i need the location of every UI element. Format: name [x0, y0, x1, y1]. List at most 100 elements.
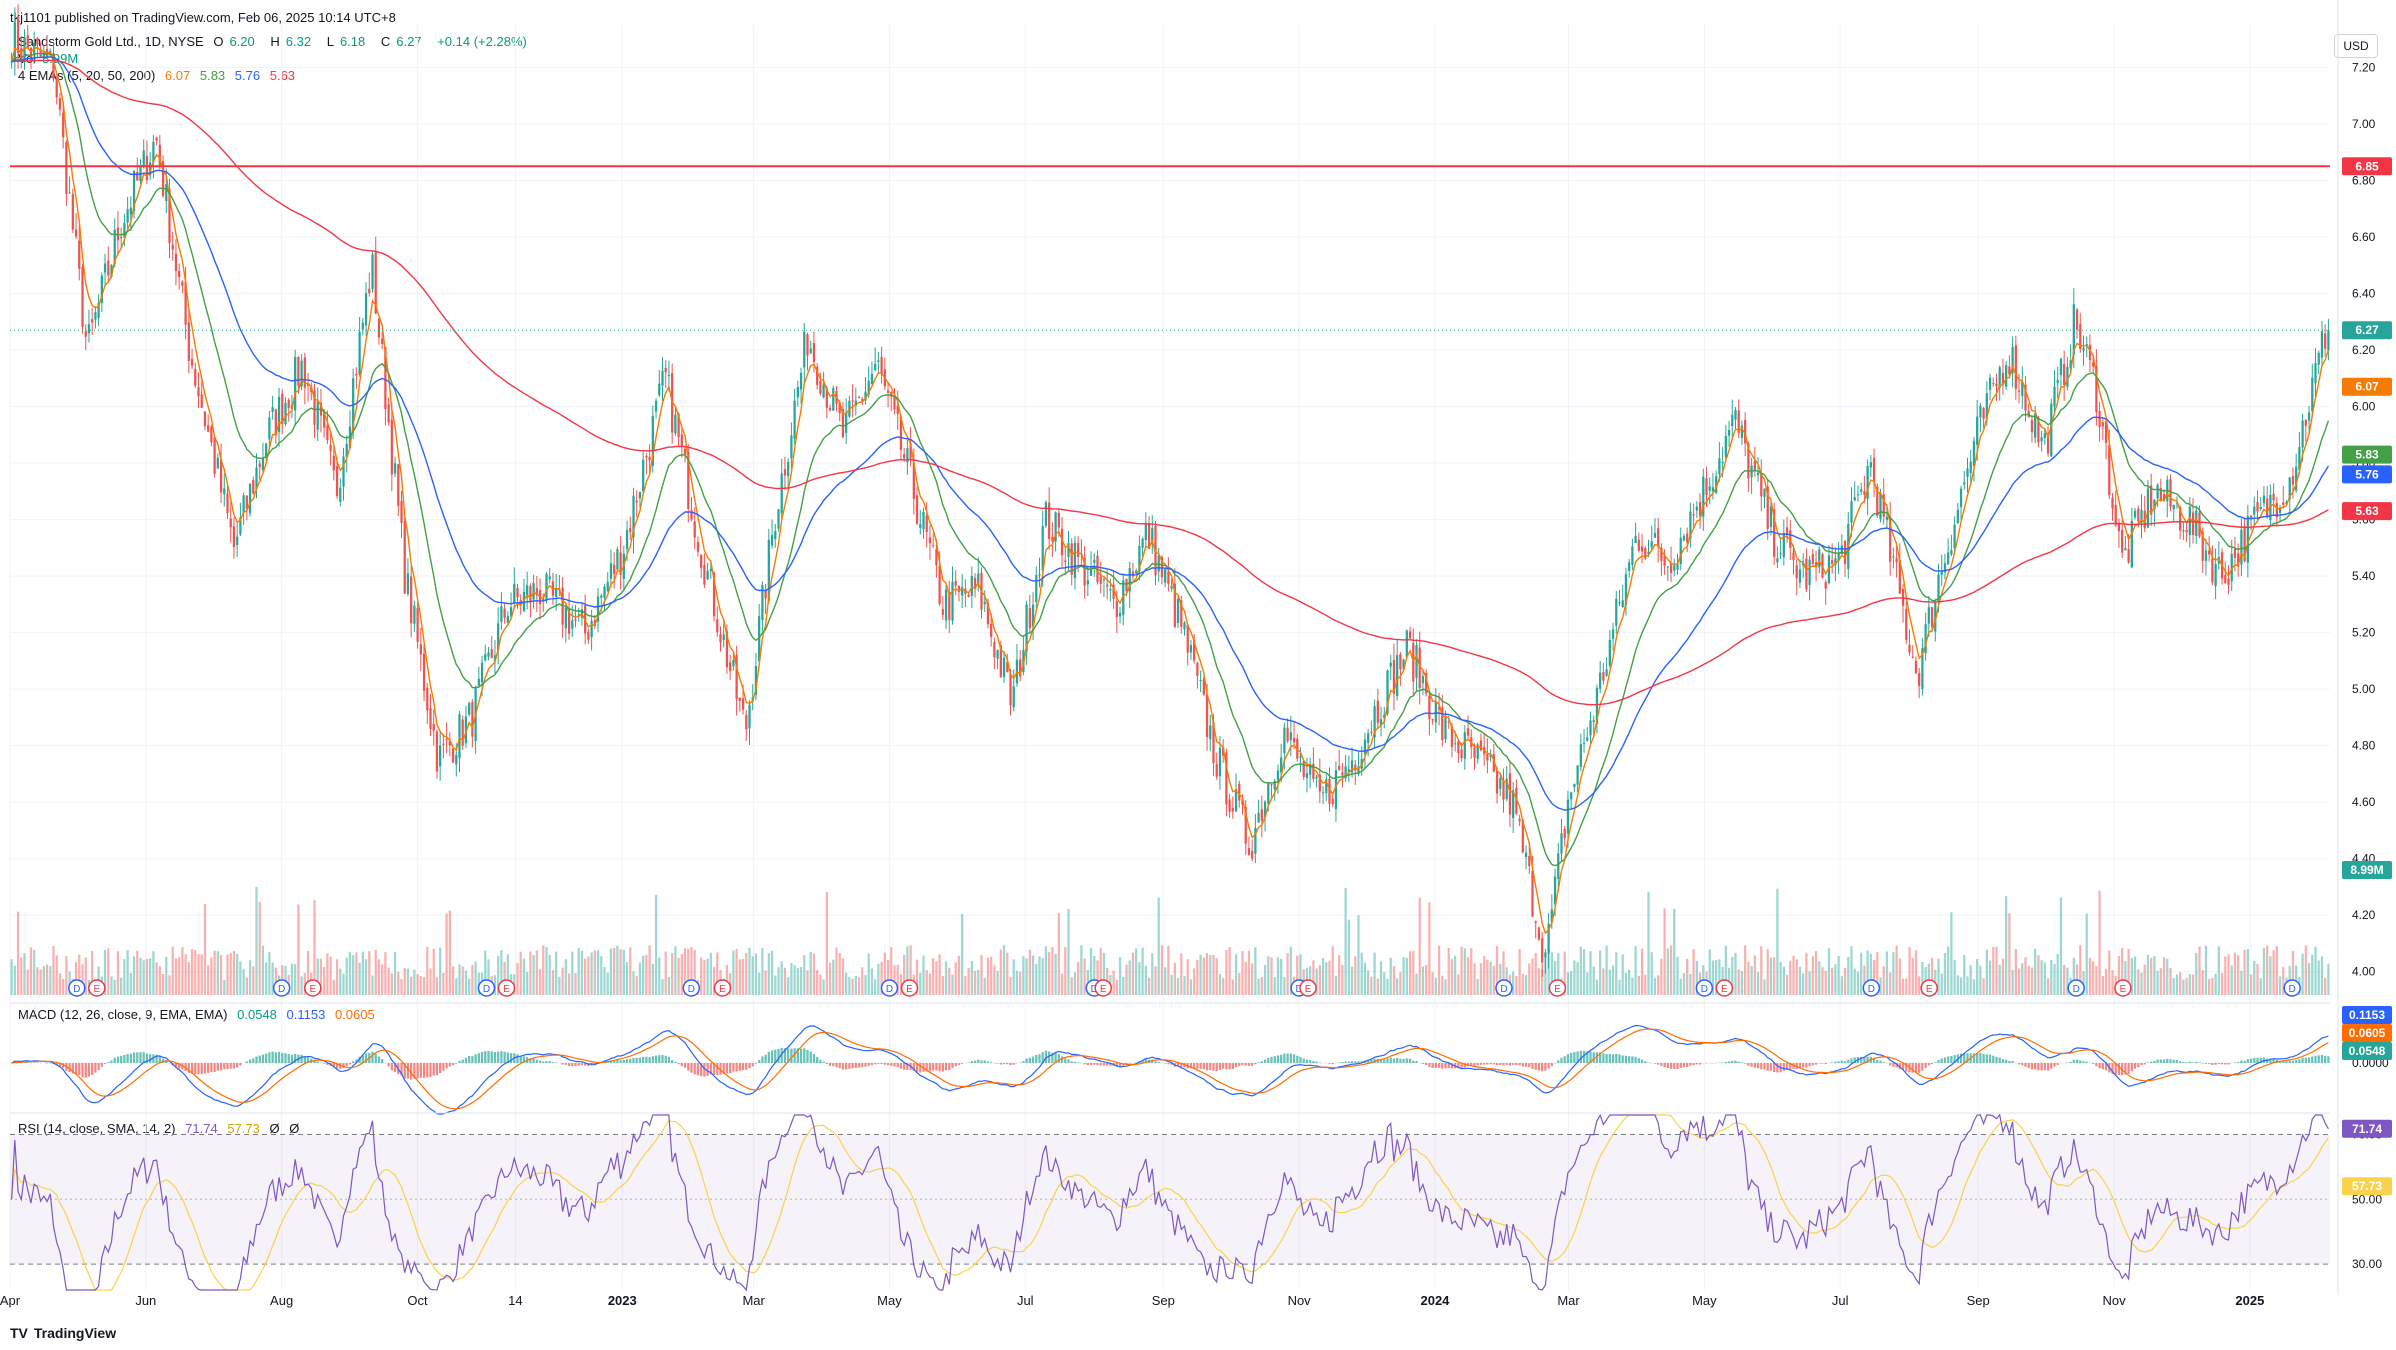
- macd-badge-text: 0.1153: [2349, 1008, 2385, 1022]
- macd-histogram-bar: [419, 1063, 422, 1078]
- candle-body: [616, 549, 619, 570]
- candle-body: [2037, 417, 2040, 443]
- macd-histogram-bar: [2243, 1060, 2246, 1063]
- volume-bar: [168, 975, 171, 995]
- volume-bar: [1512, 971, 1515, 995]
- macd-histogram-bar: [1724, 1061, 1727, 1063]
- macd-histogram-bar: [1995, 1056, 1998, 1063]
- volume-bar: [2220, 972, 2224, 995]
- candle-body: [1302, 760, 1305, 777]
- candle-body: [1802, 562, 1805, 566]
- macd-histogram-bar: [2137, 1063, 2140, 1068]
- candle-body: [706, 570, 709, 580]
- candle-body: [896, 406, 899, 414]
- macd-histogram-bar: [426, 1063, 429, 1078]
- candle-body: [1170, 586, 1173, 589]
- time-tick-label: 14: [508, 1293, 522, 1308]
- candle-body: [787, 461, 790, 477]
- macd-histogram-bar: [2172, 1059, 2175, 1063]
- candle-body: [103, 263, 107, 273]
- candle-body: [1718, 458, 1721, 475]
- candle-body: [1547, 923, 1550, 954]
- macd-histogram-bar: [1273, 1056, 1276, 1063]
- volume-bar: [300, 976, 303, 995]
- volume-bar: [1318, 965, 1321, 995]
- candle-body: [928, 537, 932, 543]
- candle-body: [1450, 726, 1454, 747]
- volume-bar: [867, 953, 870, 995]
- candle-body: [638, 491, 642, 499]
- tradingview-brand[interactable]: TV TradingView: [10, 1325, 117, 1341]
- macd-legend[interactable]: MACD (12, 26, close, 9, EMA, EMA) 0.0548…: [18, 1007, 375, 1022]
- macd-histogram-bar: [851, 1063, 854, 1069]
- candle-body: [1276, 770, 1280, 781]
- volume-bar: [1708, 949, 1711, 995]
- volume-bar: [326, 953, 329, 995]
- macd-histogram-bar: [132, 1052, 136, 1063]
- macd-histogram-bar: [1895, 1063, 1898, 1068]
- volume-bar: [1901, 978, 1905, 995]
- volume-bar: [181, 947, 184, 995]
- macd-histogram-bar: [81, 1063, 84, 1077]
- macd-histogram-bar: [2017, 1063, 2021, 1065]
- earnings-marker-letter: E: [1554, 984, 1561, 995]
- macd-histogram-bar: [468, 1056, 471, 1063]
- candle-body: [1702, 476, 1705, 517]
- volume-bar: [2269, 956, 2272, 995]
- macd-histogram-bar: [1431, 1063, 1434, 1068]
- macd-histogram-bar: [832, 1063, 835, 1067]
- rsi-badge: [2342, 1119, 2392, 1138]
- candle-body: [1421, 676, 1425, 684]
- symbol-name[interactable]: Sandstorm Gold Ltd., 1D, NYSE: [18, 34, 204, 49]
- candle-body: [168, 188, 171, 244]
- candle-body: [10, 61, 13, 63]
- macd-histogram-bar: [345, 1063, 348, 1067]
- candle-body: [229, 518, 232, 528]
- candle-body: [226, 493, 229, 514]
- candle-body: [139, 164, 142, 182]
- macd-histogram-bar: [1354, 1061, 1357, 1063]
- macd-histogram-bar: [2282, 1060, 2285, 1063]
- candle-body: [1383, 714, 1386, 719]
- candle-body: [1605, 669, 1608, 676]
- candle-body: [1051, 537, 1054, 542]
- volume-bar: [2127, 949, 2130, 995]
- currency-label[interactable]: USD: [2334, 34, 2378, 58]
- candle-body: [439, 745, 442, 767]
- macd-histogram-bar: [1196, 1063, 1199, 1069]
- volume-bar: [1408, 951, 1412, 995]
- macd-histogram-bar: [948, 1063, 951, 1070]
- earnings-marker: [2114, 979, 2132, 997]
- macd-histogram-bar: [1740, 1062, 1744, 1063]
- volume-bar: [422, 977, 426, 995]
- candle-body: [806, 334, 809, 356]
- rsi-legend[interactable]: RSI (14, close, SMA, 14, 2) 71.74 57.73 …: [18, 1121, 300, 1136]
- macd-histogram-bar: [2304, 1057, 2307, 1063]
- volume-bar: [970, 960, 973, 995]
- volume-bar: [2024, 957, 2027, 995]
- volume-bar: [1657, 975, 1660, 995]
- volume-bar: [793, 965, 796, 995]
- candle-body: [2185, 529, 2188, 533]
- macd-histogram-bar: [1753, 1063, 1756, 1068]
- volume-bar: [1744, 945, 1747, 995]
- macd-histogram-bar: [271, 1051, 274, 1063]
- volume-bar: [1847, 956, 1850, 995]
- candle-body: [216, 457, 219, 469]
- volume-bar: [1882, 966, 1885, 995]
- macd-histogram-bar: [854, 1063, 857, 1068]
- volume-bar: [1415, 973, 1418, 995]
- volume-bar: [1128, 960, 1131, 995]
- volume-bar: [1499, 963, 1502, 995]
- candle-body: [42, 52, 45, 59]
- volume-bar: [1015, 970, 1019, 995]
- candle-body: [1054, 512, 1057, 542]
- volume-bar: [1064, 947, 1067, 995]
- macd-histogram-bar: [2307, 1057, 2311, 1063]
- volume-bar: [548, 954, 551, 995]
- volume-bar: [1009, 977, 1012, 995]
- volume-bar: [1602, 968, 1605, 995]
- candle-body: [2130, 520, 2133, 568]
- macd-histogram-bar: [332, 1063, 335, 1068]
